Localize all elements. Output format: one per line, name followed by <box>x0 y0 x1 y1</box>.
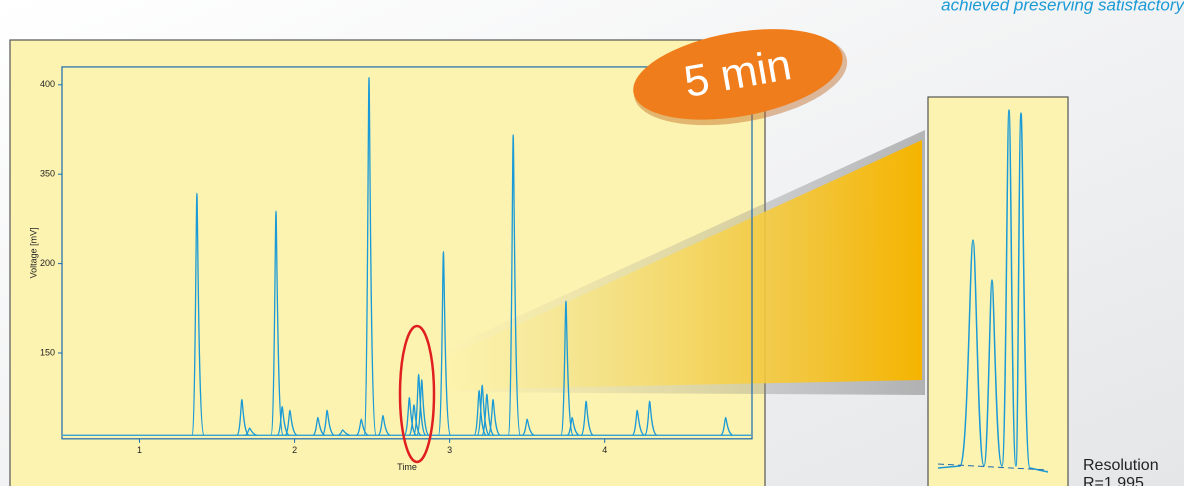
y-tick-label: 200 <box>40 258 55 268</box>
peak <box>321 409 335 436</box>
badge: 5 min <box>633 29 848 126</box>
peak <box>631 409 645 436</box>
x-tick-label: 4 <box>602 445 607 455</box>
plot: 150 200 350 400 1 2 3 4 Time Voltage [mV] <box>28 66 753 472</box>
peak <box>377 414 391 436</box>
peak <box>191 192 205 436</box>
y-tick-label: 150 <box>40 347 55 357</box>
highlight-ring <box>398 324 436 464</box>
peak <box>276 405 290 436</box>
resolution-value: R=1.995 <box>1083 475 1144 486</box>
x-tick-label: 1 <box>137 445 142 455</box>
peak <box>476 384 490 436</box>
x-tick-label: 3 <box>447 445 452 455</box>
peak <box>566 416 580 436</box>
peak <box>412 373 427 436</box>
zoom-beam <box>440 140 922 390</box>
x-tick-label: 2 <box>292 445 297 455</box>
peak <box>487 398 501 436</box>
y-tick-label: 350 <box>40 169 55 179</box>
peak <box>720 416 734 436</box>
peak <box>507 134 521 436</box>
y-axis-label: Voltage [mV] <box>28 227 38 278</box>
peak <box>312 416 326 436</box>
peak <box>521 418 535 436</box>
inset-baseline <box>937 463 1049 471</box>
peak <box>337 429 350 436</box>
peak <box>437 251 452 436</box>
headline: achieved preserving satisfactory <box>941 0 1184 14</box>
peak <box>403 397 417 436</box>
y-tick-label: 400 <box>40 79 55 89</box>
peak <box>560 300 574 436</box>
plot-frame <box>61 66 753 440</box>
peak <box>644 400 658 436</box>
peak <box>408 404 422 436</box>
peak <box>284 409 298 436</box>
peak <box>236 398 250 436</box>
badge-shape <box>633 29 843 120</box>
x-axis-label: Time <box>397 462 417 472</box>
resolution-label: Resolution <box>1083 457 1159 474</box>
peak <box>473 389 487 436</box>
peak <box>580 400 594 436</box>
peak <box>416 379 430 436</box>
inset-trace <box>937 109 1049 473</box>
peak <box>270 210 284 436</box>
peak <box>244 427 257 436</box>
peak <box>363 76 377 436</box>
